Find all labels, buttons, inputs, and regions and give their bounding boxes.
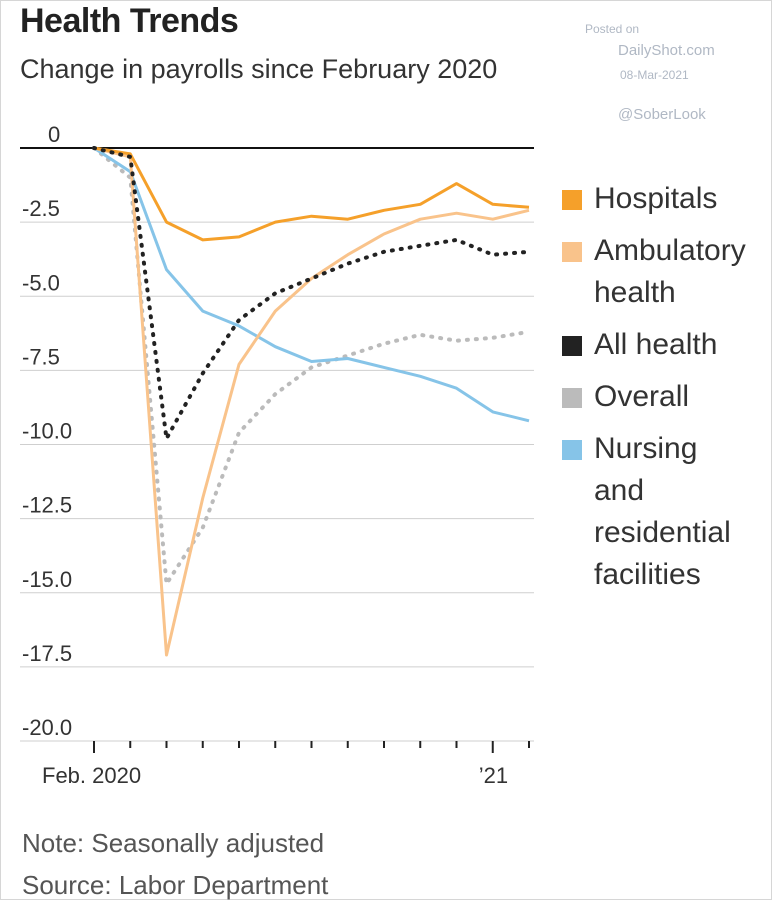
x-tick-label: ’21 <box>479 763 508 788</box>
legend: Hospitals Ambulatory health All health Overa… <box>562 178 772 606</box>
y-tick-label: -2.5 <box>22 196 60 221</box>
y-tick-label: -15.0 <box>22 567 72 592</box>
legend-label: Overall <box>594 380 690 413</box>
legend-label: Hospitals <box>594 182 718 215</box>
y-tick-label: -20.0 <box>22 715 72 740</box>
series-line-hospitals <box>93 146 530 242</box>
x-tick-label: Feb. 2020 <box>42 763 141 788</box>
legend-swatch <box>562 388 582 408</box>
y-tick-label: -17.5 <box>22 641 72 666</box>
legend-item: Overall <box>562 376 772 418</box>
series-line-ambulatory-health <box>93 146 530 657</box>
footer-note: Note: Seasonally adjusted <box>22 828 325 858</box>
legend-label: Ambulatory health <box>594 234 746 309</box>
chart-subtitle: Change in payrolls since February 2020 <box>20 54 498 84</box>
series-line-overall <box>92 146 531 586</box>
y-tick-label: -12.5 <box>22 493 72 518</box>
y-tick-label: -10.0 <box>22 419 72 444</box>
footer-source: Source: Labor Department <box>22 870 329 900</box>
series-line-nursing-and-residential-facilities <box>93 146 530 423</box>
chart-title: Health Trends <box>20 2 239 40</box>
legend-item: Nursing and residential facilities <box>562 428 772 596</box>
legend-swatch <box>562 242 582 262</box>
y-tick-label: -5.0 <box>22 270 60 295</box>
y-tick-label: 0 <box>48 122 60 147</box>
watermark-site: DailyShot.com <box>618 42 715 59</box>
line-chart: 0 -2.5 -5.0 -7.5 -10.0 -12.5 -15.0 -17.5 -20.0 Fe… <box>20 122 534 788</box>
legend-label: All health <box>594 328 718 361</box>
legend-item: All health <box>562 324 772 366</box>
legend-swatch <box>562 336 582 356</box>
series-line-all-health <box>92 146 531 441</box>
legend-swatch <box>562 440 582 460</box>
watermark-handle: @SoberLook <box>618 106 706 123</box>
watermark-date: 08-Mar-2021 <box>620 68 689 82</box>
legend-swatch <box>562 190 582 210</box>
legend-item: Hospitals <box>562 178 772 220</box>
legend-item: Ambulatory health <box>562 230 772 314</box>
watermark-posted-on: Posted on <box>585 22 640 36</box>
legend-label: Nursing and residential facilities <box>594 432 731 591</box>
y-tick-label: -7.5 <box>22 344 60 369</box>
